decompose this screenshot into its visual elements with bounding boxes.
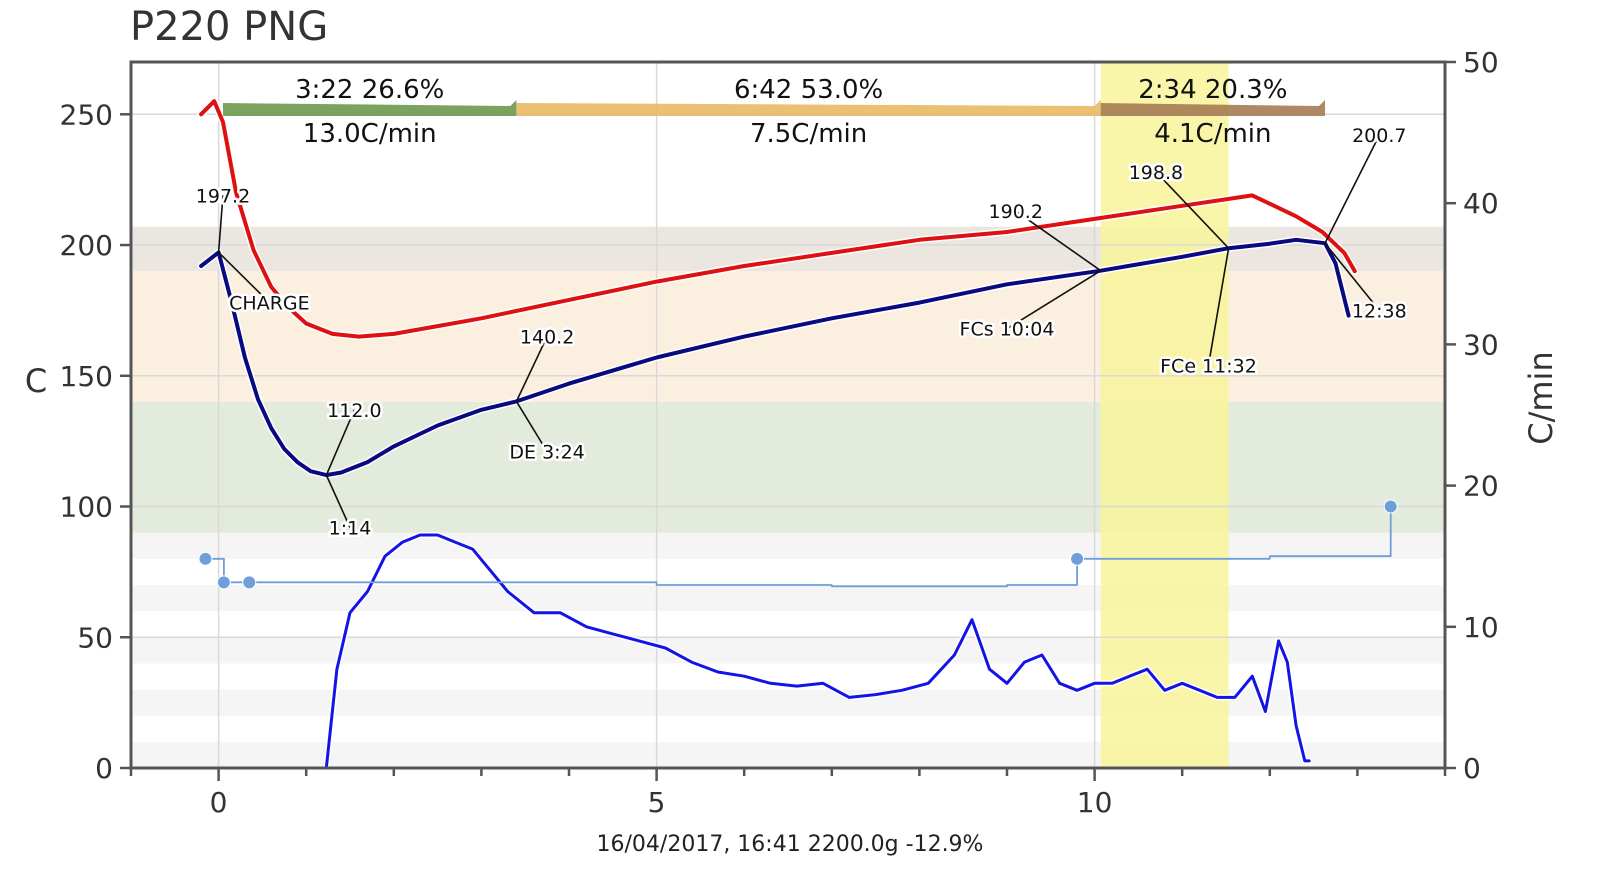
- event-annotations: 197.2 CHARGE 112.0 1:14 140.2 DE 3:24 190.2 FCs…: [193, 123, 1409, 542]
- annotation-1: CHARGE: [229, 293, 309, 315]
- annotation-leader-10: [1324, 134, 1381, 244]
- phase-bar-2: [1100, 100, 1325, 116]
- y-tick-label-200: 200: [60, 229, 113, 262]
- x-tick-label-5: 5: [648, 786, 666, 819]
- annotation-2: 112.0: [327, 400, 381, 422]
- phase-top-label-1: 6:42 53.0%: [734, 75, 883, 105]
- control-line: [204, 505, 1392, 588]
- phase-bar-0: [223, 100, 517, 116]
- annotation-6: 190.2: [989, 201, 1043, 223]
- et-line: [199, 99, 1357, 339]
- control-markers: [198, 499, 1398, 590]
- y2-tick-label-30: 30: [1463, 328, 1499, 361]
- annotation-3: 1:14: [329, 517, 372, 539]
- band-2: [131, 637, 1445, 664]
- phase-bottom-label-1: 7.5C/min: [750, 119, 867, 149]
- annotation-5: DE 3:24: [509, 442, 584, 464]
- axes: [120, 60, 1456, 781]
- y-tick-label-0: 0: [95, 752, 113, 785]
- band-3: [131, 584, 1445, 612]
- phase-bottom-label-0: 13.0C/min: [303, 119, 437, 149]
- series-lines: [197, 97, 1392, 771]
- annotation-0: 197.2: [196, 185, 250, 207]
- band-6: [131, 271, 1445, 402]
- phase-top-label-2: 2:34 20.3%: [1138, 75, 1287, 105]
- plot-frame: [129, 60, 1447, 770]
- annotation-leader-1: [218, 251, 270, 304]
- chart-title: P220 PNG: [130, 4, 328, 50]
- y-tick-label-100: 100: [60, 491, 113, 524]
- annotation-leader-8: [1155, 171, 1230, 249]
- y2-tick-label-10: 10: [1463, 611, 1499, 644]
- band-1: [131, 689, 1445, 716]
- x-tick-label-0: 0: [210, 786, 228, 819]
- x-tick-label-10: 10: [1077, 786, 1113, 819]
- annotation-leader-5: [515, 400, 548, 453]
- annotation-10: 200.7: [1352, 125, 1406, 147]
- y2-tick-label-0: 0: [1463, 752, 1481, 785]
- bt-line: [199, 237, 1351, 478]
- y2-tick-label-20: 20: [1463, 470, 1499, 503]
- y2-axis-label: C/min: [1522, 351, 1560, 444]
- control-marker-3: [1070, 551, 1085, 566]
- annotation-leader-7: [1006, 269, 1102, 330]
- annotation-leader-6: [1015, 210, 1102, 272]
- annotation-leader-3: [325, 474, 351, 528]
- y-axis-label: C: [25, 362, 47, 400]
- y2-tick-label-40: 40: [1463, 187, 1499, 220]
- fc-highlight: [1100, 62, 1229, 768]
- annotation-8: 198.8: [1129, 162, 1183, 184]
- control-marker-4: [1383, 499, 1398, 514]
- annotation-leader-0: [217, 195, 224, 253]
- footer-info: 16/04/2017, 16:41 2200.0g -12.9%: [597, 832, 984, 857]
- first-crack-region: [1100, 62, 1229, 768]
- annotation-leader-9: [1207, 248, 1230, 366]
- y-tick-label-50: 50: [77, 621, 113, 654]
- phase-bar-1: [516, 100, 1101, 116]
- control-marker-0: [198, 551, 213, 566]
- y-tick-label-150: 150: [60, 360, 113, 393]
- annotation-11: 12:38: [1352, 300, 1407, 322]
- annotation-leader-11: [1324, 242, 1380, 311]
- y-tick-label-250: 250: [60, 98, 113, 131]
- y2-tick-label-50: 50: [1463, 46, 1499, 79]
- ror-line: [324, 533, 1311, 770]
- phase-top-label-0: 3:22 26.6%: [295, 75, 444, 105]
- annotation-7: FCs 10:04: [960, 319, 1055, 341]
- annotation-4: 140.2: [520, 327, 574, 349]
- control-marker-2: [242, 575, 257, 590]
- control-marker-1: [216, 575, 231, 590]
- annotation-leader-2: [325, 409, 356, 476]
- phase-bars: 3:22 26.6% 13.0C/min 6:42 53.0% 7.5C/min 2:3…: [223, 75, 1325, 149]
- phase-bottom-label-2: 4.1C/min: [1154, 119, 1271, 149]
- annotation-leader-4: [515, 336, 548, 402]
- annotation-9: FCe 11:32: [1160, 355, 1257, 377]
